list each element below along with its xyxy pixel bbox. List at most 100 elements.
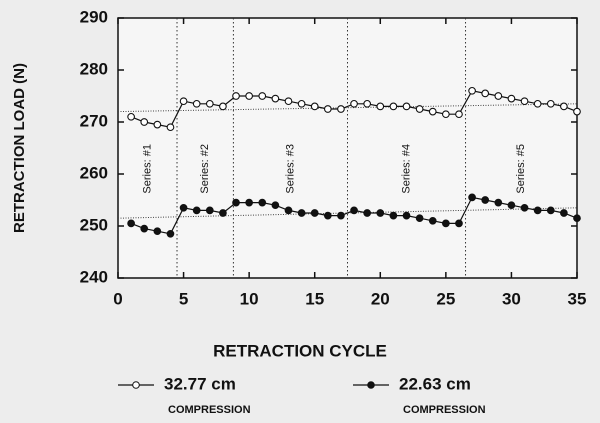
data-point — [258, 92, 267, 100]
data-point — [192, 99, 201, 108]
data-point — [363, 209, 372, 217]
data-point — [323, 105, 332, 113]
data-point — [442, 219, 450, 228]
data-point — [310, 209, 319, 217]
data-point — [219, 209, 227, 217]
data-point — [455, 219, 463, 228]
data-point — [245, 92, 253, 100]
legend-marker — [132, 381, 140, 389]
data-point — [520, 97, 529, 106]
x-tick-label: 30 — [502, 289, 521, 308]
x-tick-label: 0 — [113, 289, 122, 308]
x-tick-label: 20 — [371, 289, 390, 308]
data-point — [323, 211, 332, 220]
data-point — [415, 214, 424, 223]
x-axis-label: RETRACTION CYCLE — [213, 341, 387, 360]
legend-label: 22.63 cm — [399, 374, 471, 393]
data-point — [468, 193, 476, 202]
data-point — [428, 107, 437, 116]
data-point — [337, 105, 345, 113]
data-point — [179, 203, 188, 212]
data-point — [494, 92, 503, 100]
data-point — [179, 97, 188, 106]
data-point — [389, 211, 398, 220]
data-point — [376, 209, 385, 217]
data-point — [271, 201, 280, 210]
data-point — [271, 94, 280, 103]
data-point — [376, 102, 385, 111]
data-point — [232, 198, 240, 207]
x-tick-label: 15 — [305, 289, 324, 308]
data-point — [140, 118, 149, 126]
x-tick-label: 25 — [436, 289, 455, 308]
data-point — [153, 120, 162, 129]
data-point — [546, 206, 555, 215]
data-point — [468, 86, 476, 95]
x-tick-label: 5 — [179, 289, 188, 308]
data-point — [520, 203, 529, 212]
data-point — [573, 107, 581, 116]
legend-marker — [367, 381, 375, 389]
data-point — [442, 110, 450, 119]
legend-sublabel: COMPRESSION — [403, 404, 486, 416]
x-tick-label: 35 — [568, 289, 587, 308]
data-point — [415, 105, 424, 113]
y-tick-label: 260 — [80, 163, 108, 182]
data-point — [481, 196, 490, 204]
data-point — [205, 99, 214, 108]
data-point — [245, 198, 253, 207]
data-point — [297, 209, 306, 217]
data-point — [402, 102, 411, 111]
trend-line — [117, 103, 578, 113]
data-point — [284, 206, 293, 215]
data-point — [546, 99, 555, 108]
data-point — [402, 211, 411, 220]
data-point — [560, 102, 568, 111]
data-point — [389, 102, 398, 111]
series-annotation: Series: #4 — [400, 144, 412, 194]
data-point — [507, 201, 516, 210]
data-point — [153, 227, 162, 236]
y-tick-label: 280 — [80, 59, 108, 78]
series-annotation: Series: #1 — [141, 144, 153, 194]
data-point — [219, 102, 227, 111]
data-point — [350, 206, 358, 215]
data-point — [337, 211, 345, 220]
y-tick-label: 270 — [80, 111, 108, 130]
data-point — [297, 99, 306, 108]
y-tick-label: 240 — [80, 267, 108, 286]
data-point — [494, 198, 503, 207]
data-point — [560, 209, 568, 217]
data-point — [127, 112, 135, 121]
data-point — [140, 224, 149, 233]
legend-label: 32.77 cm — [164, 374, 236, 393]
data-point — [533, 99, 542, 108]
y-tick-label: 290 — [80, 7, 108, 26]
data-point — [310, 102, 319, 111]
y-tick-label: 250 — [80, 215, 108, 234]
series-annotation: Series: #2 — [199, 144, 211, 194]
y-axis-label: RETRACTION LOAD (N) — [11, 63, 28, 233]
data-point — [232, 92, 240, 100]
data-point — [507, 94, 516, 103]
data-point — [166, 229, 175, 238]
data-point — [481, 89, 490, 98]
x-tick-label: 10 — [240, 289, 259, 308]
data-point — [166, 123, 175, 132]
data-point — [363, 99, 372, 108]
data-point — [127, 219, 135, 228]
data-point — [284, 97, 293, 106]
data-point — [428, 216, 437, 225]
data-point — [350, 99, 358, 108]
data-point — [573, 214, 581, 223]
data-point — [192, 206, 201, 215]
series-annotation: Series: #5 — [515, 144, 527, 194]
series-annotation: Series: #3 — [284, 144, 296, 194]
trend-line — [117, 207, 578, 219]
legend-sublabel: COMPRESSION — [168, 404, 251, 416]
data-point — [258, 198, 267, 207]
data-point — [455, 110, 463, 119]
data-point — [205, 206, 214, 215]
data-point — [533, 206, 542, 215]
